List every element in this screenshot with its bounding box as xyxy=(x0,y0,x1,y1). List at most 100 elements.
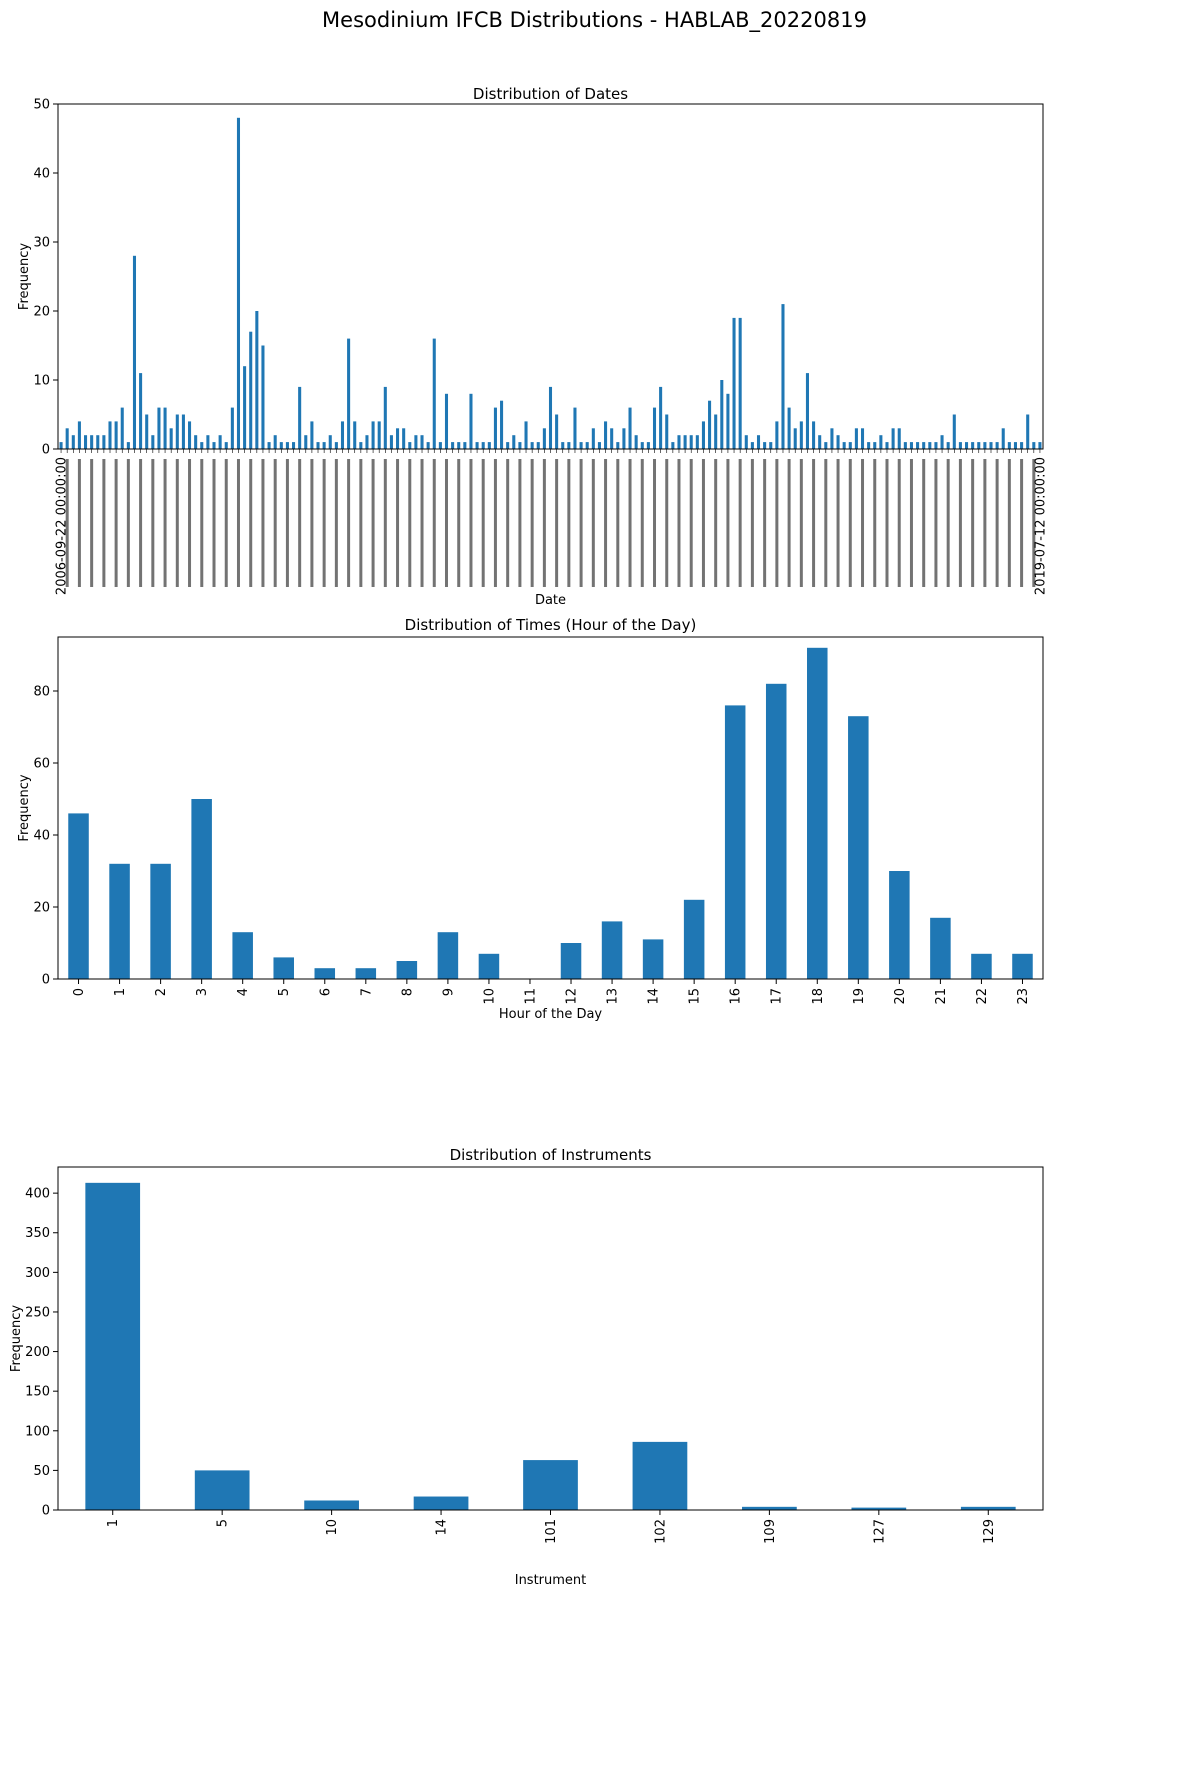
x-tick-label-mark xyxy=(249,459,253,587)
bar xyxy=(726,393,730,449)
x-tick-label-mark xyxy=(310,459,314,587)
x-tick-label-mark xyxy=(444,459,448,587)
bar xyxy=(414,435,418,449)
bar xyxy=(355,968,377,979)
x-tick-label-mark xyxy=(812,459,816,587)
x-tick-label: 18 xyxy=(811,988,826,1005)
x-tick-label: 8 xyxy=(400,988,415,996)
y-tick-label: 100 xyxy=(25,1424,50,1439)
bar xyxy=(714,414,718,449)
bars xyxy=(59,117,1042,450)
bar xyxy=(353,421,357,449)
x-axis-label: Date xyxy=(535,593,566,608)
bar xyxy=(560,943,582,979)
bar xyxy=(285,442,289,449)
bar xyxy=(873,442,877,449)
bar xyxy=(188,421,192,449)
x-tick-label-mark xyxy=(701,459,705,587)
x-tick-label-mark xyxy=(126,459,130,587)
chart-title: Distribution of Dates xyxy=(473,85,628,103)
x-tick-label-mark xyxy=(873,459,877,587)
bar xyxy=(983,442,987,449)
x-tick-label-mark xyxy=(995,459,999,587)
x-tick-label: 129 xyxy=(982,1519,997,1544)
bar xyxy=(842,442,846,449)
y-tick-label: 150 xyxy=(25,1385,50,1400)
bar xyxy=(200,442,204,449)
x-tick-label: 4 xyxy=(236,988,251,996)
bar xyxy=(304,1500,359,1510)
bar xyxy=(891,428,895,449)
y-tick-label: 50 xyxy=(33,98,50,113)
x-tick-label-mark xyxy=(946,459,950,587)
bar xyxy=(601,921,623,979)
x-tick-label: 102 xyxy=(653,1519,668,1544)
bar xyxy=(903,442,907,449)
x-tick-label-mark xyxy=(763,459,767,587)
y-tick-label: 0 xyxy=(42,443,50,458)
bar xyxy=(500,400,504,449)
bar xyxy=(665,414,669,449)
bar xyxy=(824,442,828,449)
bar xyxy=(652,407,657,449)
bar xyxy=(383,386,387,449)
bar xyxy=(84,435,88,449)
x-tick-label-mark xyxy=(188,459,192,587)
x-tick-label-mark xyxy=(555,459,559,587)
bar xyxy=(799,421,803,449)
bar xyxy=(475,442,479,449)
y-tick-label: 200 xyxy=(25,1345,50,1360)
x-tick-label-mark xyxy=(848,459,852,587)
x-tick-label: 3 xyxy=(195,988,210,996)
bar xyxy=(232,932,253,979)
bars xyxy=(85,1182,1016,1510)
x-tick-label-mark xyxy=(677,459,681,587)
x-tick-label-mark xyxy=(383,459,387,587)
bar xyxy=(995,442,999,449)
x-tick-label-mark xyxy=(469,459,473,587)
bar xyxy=(267,442,271,449)
bar xyxy=(561,442,565,449)
bar xyxy=(478,953,500,979)
bar xyxy=(848,716,869,979)
bar xyxy=(642,939,664,979)
bar xyxy=(548,386,553,449)
x-tick-label: 23 xyxy=(1016,988,1031,1005)
bar xyxy=(175,414,179,449)
bar xyxy=(243,366,247,449)
x-tick-label-mark xyxy=(1020,459,1024,587)
y-axis-label: Frequency xyxy=(17,774,32,841)
x-tick-label-mark xyxy=(738,459,742,587)
x-tick-label-mark xyxy=(628,459,632,587)
chart-1: 0 10 20 30 40 50 2006-09-22 00:00:00 2019-07-12… xyxy=(17,85,1048,608)
x-tick-label-mark xyxy=(861,459,865,587)
bar xyxy=(1001,428,1005,449)
bar xyxy=(432,338,436,449)
bar xyxy=(889,871,910,979)
bar xyxy=(830,428,834,449)
x-tick-label: 0 xyxy=(72,988,87,996)
bar xyxy=(420,435,424,449)
bar xyxy=(65,428,69,449)
bar xyxy=(230,407,234,449)
bar xyxy=(212,442,216,449)
x-tick-label: 15 xyxy=(688,988,703,1005)
bar xyxy=(150,863,171,979)
x-tick-label-mark xyxy=(65,459,69,587)
bar xyxy=(218,435,222,449)
x-axis-label: Hour of the Day xyxy=(499,1007,603,1022)
bar xyxy=(922,442,926,449)
x-tick-label: 11 xyxy=(523,988,538,1005)
bar xyxy=(897,428,901,449)
x-tick-label-mark xyxy=(457,459,461,587)
bar xyxy=(585,442,589,449)
bar xyxy=(359,442,363,449)
bar xyxy=(463,442,467,449)
x-tick-label-mark xyxy=(530,459,534,587)
bar xyxy=(402,428,406,449)
x-tick-label: 9 xyxy=(441,988,456,996)
bar xyxy=(989,442,993,449)
bar xyxy=(977,442,981,449)
bar xyxy=(139,373,143,449)
